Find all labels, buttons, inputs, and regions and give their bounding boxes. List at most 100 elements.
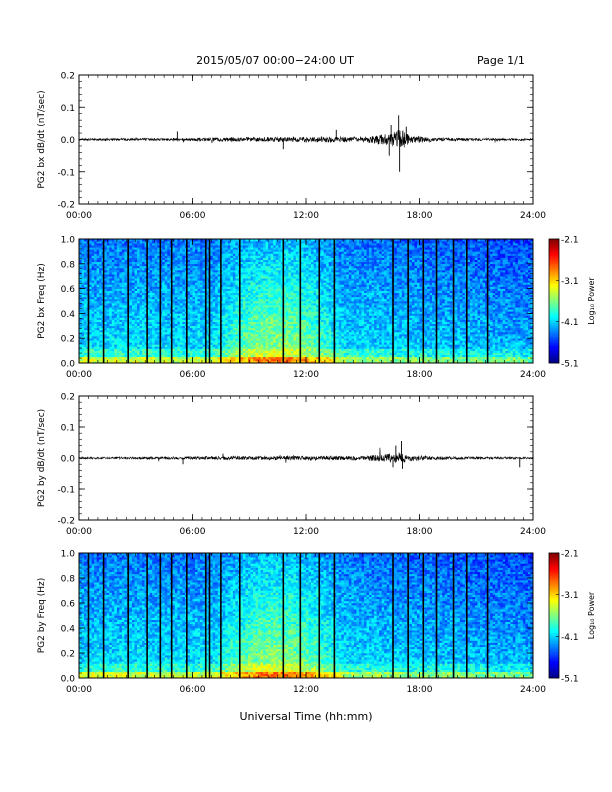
heatmap-cell bbox=[263, 255, 266, 258]
heatmap-cell bbox=[192, 344, 196, 347]
heatmap-cell bbox=[89, 274, 92, 277]
heatmap-cell bbox=[255, 360, 259, 364]
heatmap-cell bbox=[278, 325, 282, 329]
heatmap-cell bbox=[157, 267, 161, 271]
heatmap-cell bbox=[129, 284, 133, 287]
heatmap-cell bbox=[210, 267, 213, 271]
heatmap-cell bbox=[149, 332, 153, 335]
heatmap-cell bbox=[94, 265, 97, 269]
heatmap-cell bbox=[172, 265, 176, 269]
heatmap-cell bbox=[119, 319, 123, 322]
heatmap-cell bbox=[174, 253, 178, 256]
heatmap-cell bbox=[116, 323, 120, 327]
heatmap-cell bbox=[131, 274, 135, 277]
heatmap-cell bbox=[164, 352, 168, 356]
heatmap-cell bbox=[129, 282, 133, 285]
heatmap-cell bbox=[94, 284, 97, 287]
heatmap-cell bbox=[235, 342, 239, 345]
heatmap-cell bbox=[167, 249, 171, 252]
heatmap-cell bbox=[84, 317, 87, 320]
heatmap-cell bbox=[247, 274, 251, 277]
heatmap-cell bbox=[200, 261, 203, 265]
heatmap-cell bbox=[157, 272, 161, 275]
heatmap-cell bbox=[278, 290, 282, 294]
heatmap-cell bbox=[96, 296, 100, 300]
heatmap-cell bbox=[89, 272, 92, 275]
heatmap-cell bbox=[109, 245, 113, 248]
heatmap-cell bbox=[121, 274, 125, 277]
heatmap-cell bbox=[79, 251, 82, 254]
heatmap-cell bbox=[157, 257, 161, 260]
heatmap-cell bbox=[200, 249, 203, 252]
heatmap-cell bbox=[114, 263, 118, 267]
heatmap-cell bbox=[96, 282, 100, 285]
heatmap-cell bbox=[202, 321, 206, 325]
heatmap-cell bbox=[154, 251, 158, 254]
heatmap-cell bbox=[258, 239, 261, 242]
heatmap-cell bbox=[217, 350, 221, 353]
heatmap-cell bbox=[245, 336, 249, 339]
heatmap-cell bbox=[147, 352, 150, 356]
heatmap-cell bbox=[253, 358, 256, 362]
heatmap-cell bbox=[96, 278, 100, 281]
heatmap-cell bbox=[142, 247, 145, 250]
heatmap-cell bbox=[134, 253, 138, 256]
heatmap-cell bbox=[179, 298, 183, 302]
heatmap-cell bbox=[139, 356, 143, 360]
heatmap-cell bbox=[134, 317, 138, 320]
heatmap-cell bbox=[137, 286, 140, 289]
heatmap-cell bbox=[212, 265, 216, 269]
heatmap-cell bbox=[280, 338, 284, 341]
heatmap-cell bbox=[106, 327, 110, 331]
heatmap-cell bbox=[280, 340, 284, 343]
heatmap-cell bbox=[152, 327, 155, 331]
heatmap-cell bbox=[109, 296, 113, 300]
heatmap-cell bbox=[265, 346, 269, 349]
heatmap-cell bbox=[164, 334, 168, 337]
heatmap-cell bbox=[129, 292, 133, 296]
heatmap-cell bbox=[119, 303, 123, 306]
heatmap-cell bbox=[164, 340, 168, 343]
heatmap-cell bbox=[149, 313, 153, 316]
heatmap-cell bbox=[99, 356, 102, 360]
heatmap-cell bbox=[142, 305, 145, 308]
heatmap-cell bbox=[255, 298, 259, 302]
heatmap-cell bbox=[260, 272, 264, 275]
heatmap-cell bbox=[225, 315, 229, 318]
heatmap-cell bbox=[79, 259, 82, 263]
heatmap-cell bbox=[260, 290, 264, 294]
heatmap-cell bbox=[247, 292, 251, 296]
heatmap-cell bbox=[96, 338, 100, 341]
heatmap-cell bbox=[142, 276, 145, 279]
heatmap-cell bbox=[174, 317, 178, 320]
heatmap-cell bbox=[253, 340, 256, 343]
heatmap-cell bbox=[149, 284, 153, 287]
heatmap-cell bbox=[232, 245, 236, 248]
heatmap-cell bbox=[114, 243, 118, 246]
heatmap-cell bbox=[258, 253, 261, 256]
heatmap-cell bbox=[240, 243, 244, 246]
heatmap-cell bbox=[106, 329, 110, 333]
heatmap-cell bbox=[109, 261, 113, 265]
heatmap-cell bbox=[111, 274, 115, 277]
heatmap-cell bbox=[104, 243, 108, 246]
heatmap-cell bbox=[131, 338, 135, 341]
heatmap-cell bbox=[154, 241, 158, 244]
heatmap-cell bbox=[94, 292, 97, 296]
heatmap-cell bbox=[154, 352, 158, 356]
heatmap-cell bbox=[164, 292, 168, 296]
heatmap-cell bbox=[174, 344, 178, 347]
heatmap-cell bbox=[182, 332, 186, 335]
heatmap-cell bbox=[172, 261, 176, 265]
heatmap-cell bbox=[131, 257, 135, 260]
heatmap-cell bbox=[124, 332, 128, 335]
heatmap-cell bbox=[134, 356, 138, 360]
heatmap-cell bbox=[154, 338, 158, 341]
heatmap-cell bbox=[116, 249, 120, 252]
heatmap-cell bbox=[114, 272, 118, 275]
heatmap-cell bbox=[278, 313, 282, 316]
heatmap-cell bbox=[202, 259, 206, 263]
heatmap-cell bbox=[270, 309, 274, 312]
heatmap-cell bbox=[109, 315, 113, 318]
heatmap-cell bbox=[189, 298, 193, 302]
